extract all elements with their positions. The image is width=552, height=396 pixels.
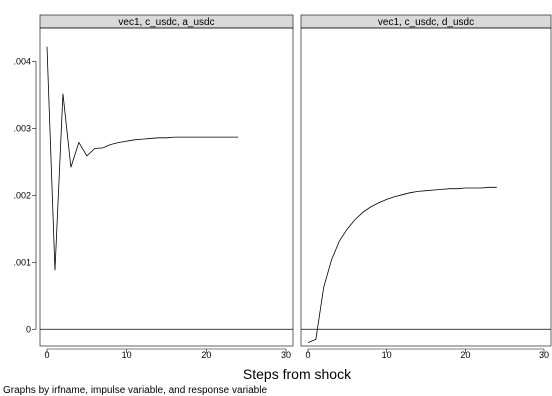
x-tick-label: 10	[122, 350, 132, 360]
y-axis: 0 .001 .002 .003 .004	[13, 56, 37, 334]
x-axis-label: Steps from shock	[243, 366, 352, 382]
x-axes: 0 10 20 30 0 10 20 30	[44, 348, 549, 360]
x-tick-label: 0	[305, 350, 310, 360]
x-tick-label: 30	[281, 350, 291, 360]
x-tick-label: 20	[460, 350, 470, 360]
panel-2: vec1, c_usdc, d_usdc	[300, 14, 552, 347]
x-tick-label: 0	[44, 350, 49, 360]
plot-frame	[39, 27, 294, 347]
panel-1: vec1, c_usdc, a_usdc	[39, 14, 294, 347]
x-tick-label: 10	[382, 350, 392, 360]
x-axis-panel-1: 0 10 20 30	[44, 348, 291, 360]
x-tick-label: 20	[201, 350, 211, 360]
plot-frame	[300, 27, 552, 347]
panel-title: vec1, c_usdc, a_usdc	[118, 17, 214, 28]
panels: vec1, c_usdc, a_usdc vec1, c_usdc, d_usdc	[39, 14, 552, 347]
y-tick-label: 0	[26, 324, 31, 334]
y-tick-label: .004	[13, 56, 31, 66]
y-tick-label: .003	[13, 123, 31, 133]
graphs-by-note: Graphs by irfname, impulse variable, and…	[3, 385, 267, 396]
irf-series-line	[307, 186, 497, 344]
irf-series-line	[46, 46, 239, 271]
x-axis-panel-2: 0 10 20 30	[305, 348, 549, 360]
x-tick-label: 30	[539, 350, 549, 360]
y-tick-label: .001	[13, 257, 31, 267]
panel-title: vec1, c_usdc, d_usdc	[378, 17, 474, 28]
y-tick-label: .002	[13, 190, 31, 200]
